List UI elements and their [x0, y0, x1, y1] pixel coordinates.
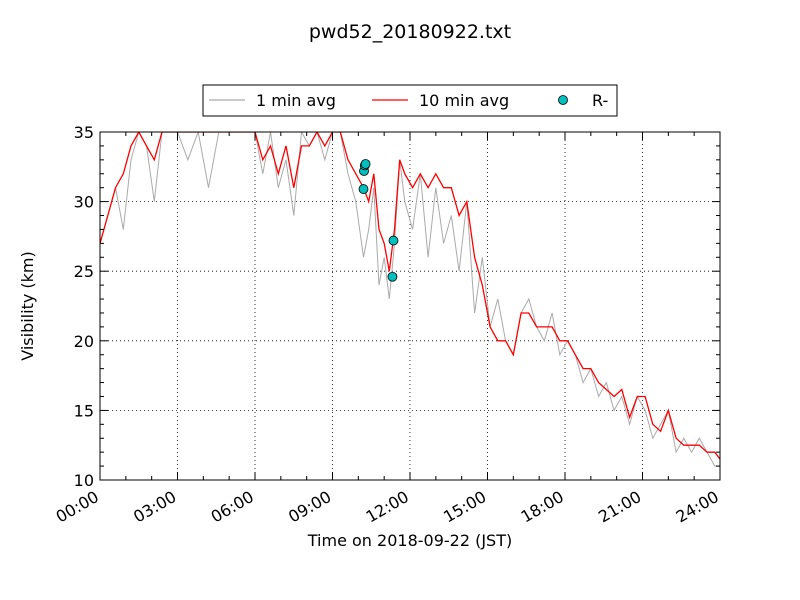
- y-tick-label: 30: [74, 193, 94, 212]
- y-tick-label: 20: [74, 332, 94, 351]
- y-tick-label: 25: [74, 262, 94, 281]
- x-tick-label: 09:00: [285, 487, 334, 527]
- x-tick-label: 00:00: [53, 487, 102, 527]
- r-marker-point: [358, 184, 369, 194]
- series-line-10min-avg: [100, 132, 720, 460]
- x-tick-label: 03:00: [130, 487, 179, 527]
- x-tick-label: 15:00: [440, 487, 489, 527]
- plot-area: [100, 132, 720, 467]
- y-tick-label: 35: [74, 123, 94, 142]
- legend-box: [202, 84, 618, 117]
- x-tick-label: 21:00: [595, 487, 644, 527]
- legend-label-10min: 10 min avg: [419, 91, 509, 110]
- x-tick-label: 12:00: [363, 487, 412, 527]
- tick-labels: 00:00 03:00 06:00 09:00 12:00 15:00 18:00 21:00…: [53, 123, 722, 527]
- r-marker-point: [360, 159, 371, 169]
- x-tick-label: 06:00: [208, 487, 257, 527]
- x-tick-label: 24:00: [673, 487, 722, 527]
- legend: 1 min avg 10 min avg R-: [202, 84, 618, 117]
- r-marker-point: [388, 235, 399, 246]
- y-tick-label: 15: [74, 401, 94, 420]
- grid: [100, 132, 720, 480]
- y-tick-label: 10: [74, 471, 94, 490]
- chart-title: pwd52_20180922.txt: [309, 21, 511, 43]
- x-tick-label: 18:00: [518, 487, 567, 527]
- legend-label-1min: 1 min avg: [256, 91, 336, 110]
- x-axis-title: Time on 2018-09-22 (JST): [307, 531, 512, 550]
- legend-marker-r: [558, 95, 568, 105]
- y-axis-title: Visibility (km): [18, 251, 37, 360]
- series-line-1min-avg: [100, 132, 720, 467]
- legend-label-r: R-: [592, 91, 608, 110]
- ticks: [99, 131, 721, 481]
- r-marker-point: [387, 271, 398, 282]
